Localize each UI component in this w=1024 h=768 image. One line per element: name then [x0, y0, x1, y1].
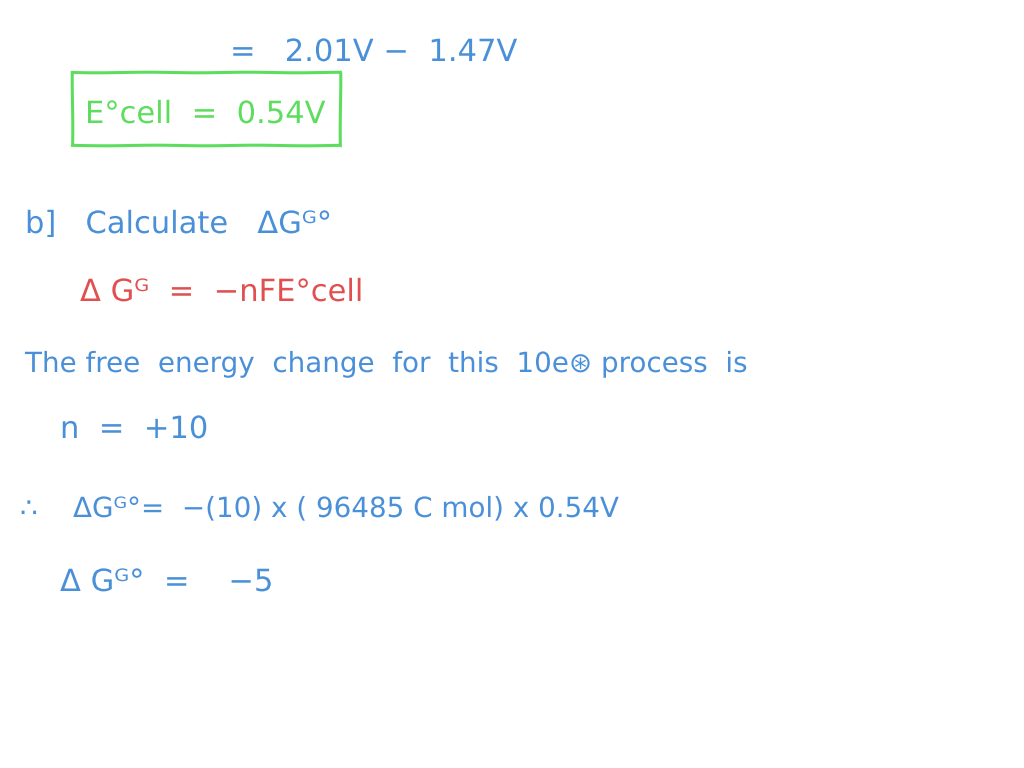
Bar: [72, 72, 340, 145]
Text: ∴    ΔGᴳ°=  −(10) x ( 96485 C mol) x 0.54V: ∴ ΔGᴳ°= −(10) x ( 96485 C mol) x 0.54V: [20, 495, 618, 523]
Text: The free  energy  change  for  this  10e⊛ process  is: The free energy change for this 10e⊛ pro…: [25, 350, 748, 378]
Text: Δ Gᴳ°  =    −5: Δ Gᴳ° = −5: [60, 568, 273, 597]
Text: n  =  +10: n = +10: [60, 415, 208, 444]
Text: Δ Gᴳ  =  −nFE°cell: Δ Gᴳ = −nFE°cell: [80, 278, 362, 307]
Text: E°cell  =  0.54V: E°cell = 0.54V: [85, 100, 326, 129]
Text: =   2.01V −  1.47V: = 2.01V − 1.47V: [230, 38, 517, 67]
Text: b]   Calculate   ΔGᴳ°: b] Calculate ΔGᴳ°: [25, 210, 332, 239]
